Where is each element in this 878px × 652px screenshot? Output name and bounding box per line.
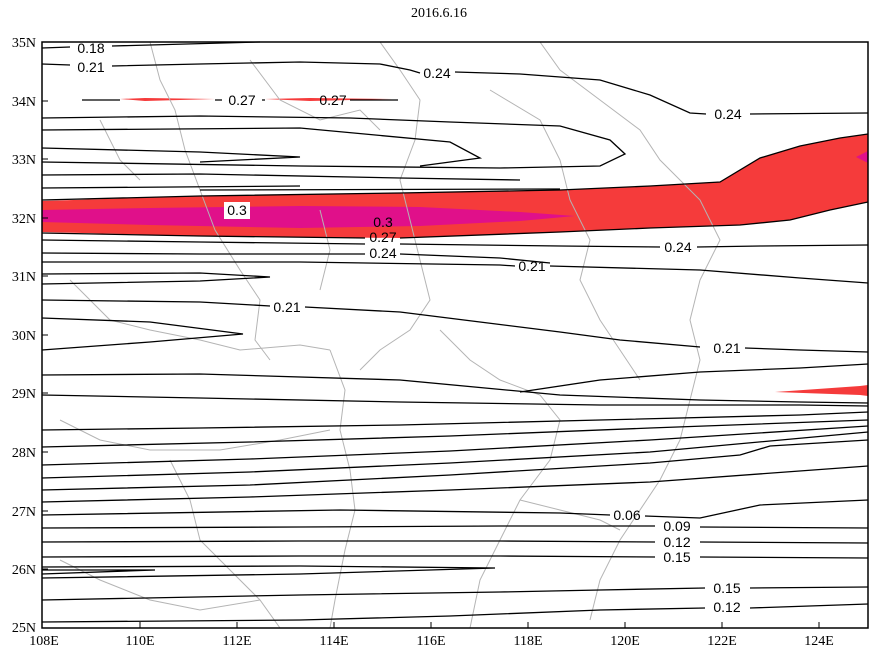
tip-027-south [775, 385, 868, 396]
contour-label: 0.3 [227, 202, 247, 218]
contour-label: 0.12 [713, 599, 740, 615]
lon-label: 108E [29, 634, 59, 649]
lon-label: 120E [610, 634, 640, 649]
plot-frame [41, 41, 869, 629]
lon-label: 118E [513, 634, 542, 649]
lat-label: 29N [12, 387, 36, 402]
contour-label: 0.18 [77, 40, 104, 56]
lat-label: 33N [12, 153, 36, 168]
contour-label: 0.24 [423, 65, 450, 81]
contour-label: 0.21 [273, 299, 300, 315]
lon-label: 114E [319, 634, 348, 649]
contour-label: 0.12 [663, 534, 690, 550]
lat-label: 35N [12, 36, 36, 51]
contour-lines [41, 41, 869, 623]
lat-label: 32N [12, 212, 36, 227]
tip-030-east [856, 151, 868, 163]
streak-027-a [120, 98, 215, 101]
filled-regions [42, 98, 868, 396]
contour-label: 0.09 [663, 518, 690, 534]
lat-label: 27N [12, 505, 36, 520]
lat-label: 31N [12, 270, 36, 285]
contour-label: 0.06 [613, 507, 640, 523]
contour-label: 0.15 [713, 580, 740, 596]
lat-label: 25N [12, 621, 36, 636]
contour-label: 0.27 [369, 229, 396, 245]
lat-labels: 35N 34N 33N 32N 31N 30N 29N 28N 27N 26N … [12, 36, 36, 636]
contour-label: 0.24 [369, 245, 396, 261]
map-title: 2016.6.16 [411, 6, 467, 21]
contour-label: 0.15 [663, 549, 690, 565]
lon-labels: 108E 110E 112E 114E 116E 118E 120E 122E … [29, 634, 834, 649]
lon-label: 122E [707, 634, 737, 649]
lon-label: 112E [222, 634, 251, 649]
lat-label: 34N [12, 95, 36, 110]
contour-label: 0.24 [664, 239, 691, 255]
lon-label: 124E [804, 634, 834, 649]
lat-label: 28N [12, 446, 36, 461]
contour-label: 0.27 [319, 92, 346, 108]
lat-label: 26N [12, 563, 36, 578]
axis-ticks [41, 41, 820, 629]
province-boundaries [59, 41, 721, 629]
contour-label: 0.24 [714, 106, 741, 122]
band-030-main [42, 206, 575, 228]
lon-label: 110E [125, 634, 154, 649]
contour-value-labels: 0.18 0.21 0.24 0.27 0.27 0.24 0.3 0.3 0.… [77, 40, 741, 615]
contour-label: 0.21 [77, 59, 104, 75]
lon-label: 116E [416, 634, 445, 649]
contour-label: 0.27 [228, 92, 255, 108]
lat-label: 30N [12, 329, 36, 344]
label-background [224, 202, 250, 219]
contour-label: 0.21 [518, 258, 545, 274]
contour-label: 0.3 [373, 214, 393, 230]
contour-label: 0.21 [713, 340, 740, 356]
streak-027-b [265, 98, 392, 101]
